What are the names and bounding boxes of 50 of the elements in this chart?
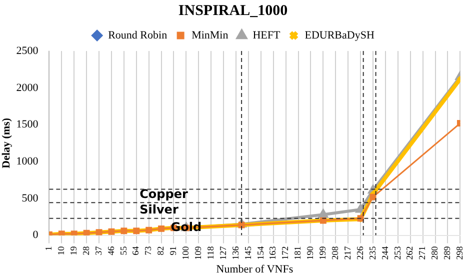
x-tick-label: 91 <box>168 246 178 256</box>
x-tick-label: 19 <box>68 246 78 256</box>
x-tick-label: 172 <box>280 246 290 260</box>
x-tick-label: 298 <box>454 246 465 260</box>
x-tick-label: 253 <box>392 246 402 260</box>
x-tick-label: 127 <box>218 246 228 260</box>
x-tick-label: 262 <box>404 246 415 260</box>
x-tick-label: 46 <box>106 246 116 256</box>
x-tick-label: 100 <box>180 246 191 260</box>
ref-line-label: Silver <box>140 202 178 217</box>
y-tick-label: 1500 <box>16 118 39 131</box>
x-tick-label: 199 <box>318 246 328 260</box>
legend-label: HEFT <box>252 29 281 42</box>
y-tick-label: 1000 <box>16 155 39 168</box>
x-tick-label: 217 <box>342 246 352 260</box>
x-tick-label: 28 <box>80 246 91 256</box>
x-tick-label: 226 <box>354 246 365 260</box>
chart-title: INSPIRAL_1000 <box>178 2 288 19</box>
x-tick-label: 37 <box>93 246 104 256</box>
y-tick-label: 2000 <box>16 82 39 94</box>
x-axis-title: Number of VNFs <box>216 263 294 276</box>
x-tick-label: 280 <box>430 246 440 260</box>
legend-label: Round Robin <box>108 29 168 42</box>
x-tick-label: 73 <box>143 246 154 256</box>
x-tick-label: 208 <box>330 246 340 260</box>
annotation: Gold <box>170 220 202 234</box>
y-tick-label: 0 <box>32 229 39 242</box>
x-tick-label: 181 <box>292 246 303 260</box>
x-tick-label: 163 <box>268 246 278 260</box>
x-tick-label: 10 <box>56 246 66 256</box>
x-tick-label: 154 <box>255 246 266 260</box>
x-tick-label: 145 <box>242 246 253 260</box>
x-tick-label: 244 <box>380 246 390 260</box>
x-tick-label: 1 <box>44 246 54 251</box>
ref-line-label: Copper <box>140 186 188 201</box>
y-tick-label: 500 <box>22 192 39 204</box>
x-tick-label: 136 <box>230 246 240 260</box>
x-tick-label: 64 <box>130 246 141 256</box>
x-tick-label: 289 <box>442 246 452 260</box>
x-tick-label: 235 <box>367 246 378 260</box>
x-tick-label: 118 <box>205 246 216 260</box>
y-axis-title: Delay (ms) <box>0 118 12 168</box>
x-tick-label: 190 <box>305 246 316 260</box>
x-tick-label: 109 <box>193 246 204 260</box>
y-tick-label: 2500 <box>16 44 39 57</box>
legend-label: MinMin <box>192 29 229 42</box>
legend-label: EDURBaDySH <box>304 29 374 42</box>
x-tick-label: 55 <box>118 246 128 256</box>
x-tick-label: 82 <box>156 246 166 256</box>
x-tick-label: 271 <box>417 246 428 260</box>
